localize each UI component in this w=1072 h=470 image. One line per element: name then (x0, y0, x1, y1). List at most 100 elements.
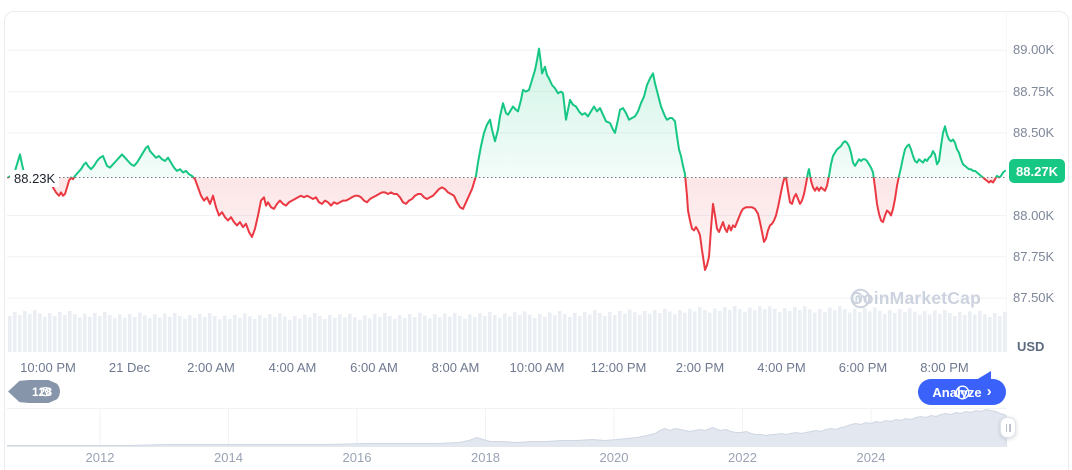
volume-bar (753, 310, 757, 352)
history-navigator[interactable] (7, 408, 1007, 447)
volume-bar (38, 313, 42, 352)
volume-bar (513, 312, 517, 352)
volume-bar (303, 314, 307, 352)
volume-bar (223, 315, 227, 352)
volume-bar (283, 316, 287, 352)
volume-bar (658, 313, 662, 352)
volume-bar (43, 316, 47, 352)
volume-bar (518, 315, 522, 352)
navigator-range-handle[interactable] (1000, 417, 1016, 438)
volume-bar (948, 313, 952, 352)
volume-bar (373, 314, 377, 352)
volume-bar (423, 315, 427, 352)
history-count-badge[interactable]: 128 (8, 380, 60, 403)
volume-bar (438, 317, 442, 352)
volume-bar (143, 315, 147, 352)
volume-bar (993, 313, 997, 352)
volume-bar (873, 307, 877, 352)
volume-bar (898, 309, 902, 352)
volume-bar (258, 315, 262, 352)
volume-bar (678, 310, 682, 352)
volume-bar (23, 311, 27, 352)
volume-bar (788, 311, 792, 352)
volume-bar (483, 316, 487, 352)
volume-bar (488, 312, 492, 352)
volume-bar (768, 306, 772, 352)
volume-bar (778, 311, 782, 352)
volume-bar (363, 315, 367, 352)
volume-bar (313, 313, 317, 352)
volume-bar (818, 308, 822, 352)
volume-bar (968, 311, 972, 352)
chevron-right-icon: › (986, 382, 992, 400)
volume-bar (683, 312, 687, 352)
nav-line (7, 408, 1007, 447)
volume-bar (603, 316, 607, 352)
volume-bar (728, 310, 732, 352)
price-line-down (7, 177, 1001, 271)
volume-bar (553, 315, 557, 352)
volume-bar (813, 312, 817, 352)
volume-bar (18, 315, 22, 352)
volume-bar (218, 319, 222, 352)
volume-bar (888, 310, 892, 352)
volume-bar (28, 314, 32, 352)
volume-bar (718, 311, 722, 352)
nav-year-label: 2022 (728, 450, 757, 465)
volume-bar (568, 317, 572, 352)
volume-bar (378, 317, 382, 352)
volume-bar (123, 317, 127, 352)
volume-bar (928, 314, 932, 352)
x-tick-label: 8:00 AM (431, 360, 480, 375)
volume-bar (58, 312, 62, 352)
volume-bar (828, 307, 832, 352)
volume-bar (708, 312, 712, 352)
volume-bar (198, 314, 202, 352)
y-tick-label: 88.00K (1013, 207, 1055, 223)
volume-bar (473, 317, 477, 352)
volume-bar (333, 318, 337, 352)
volume-bar (633, 312, 637, 352)
history-pill-background (8, 380, 60, 403)
volume-bar (163, 313, 167, 352)
clock-history-icon (40, 386, 51, 397)
volume-bar (498, 317, 502, 352)
volume-bar (893, 313, 897, 352)
volume-bar (608, 312, 612, 352)
volume-bar (953, 316, 957, 352)
volume-bar (763, 309, 767, 352)
volume-bar (963, 315, 967, 352)
volume-bar (298, 318, 302, 352)
volume-bar (323, 319, 327, 352)
volume-bar (1003, 312, 1007, 352)
volume-bar (183, 319, 187, 352)
volume-bar (393, 319, 397, 352)
nav-area (7, 409, 1007, 447)
volume-bar (908, 308, 912, 352)
volume-bar (523, 311, 527, 352)
volume-bar (743, 311, 747, 352)
price-chart[interactable] (7, 11, 1007, 352)
volume-bar (538, 313, 542, 352)
volume-bar (468, 314, 472, 352)
volume-bar (33, 310, 37, 352)
price-area-down (27, 177, 997, 270)
volume-bar (388, 316, 392, 352)
volume-bar (618, 311, 622, 352)
volume-bar (868, 311, 872, 352)
volume-bar (588, 314, 592, 352)
volume-bar (798, 310, 802, 352)
x-tick-label: 10:00 AM (509, 360, 565, 375)
volume-bar (858, 311, 862, 352)
volume-bar (238, 317, 242, 352)
analyze-button-tail (976, 371, 991, 380)
volume-bar (293, 316, 297, 352)
volume-bar (148, 318, 152, 352)
volume-bar (308, 317, 312, 352)
volume-bar (593, 310, 597, 352)
y-tick-label: 87.75K (1013, 248, 1055, 264)
volume-bar (563, 314, 567, 352)
volume-bar (833, 310, 837, 352)
analyze-button[interactable]: Analyze › (918, 379, 1006, 405)
